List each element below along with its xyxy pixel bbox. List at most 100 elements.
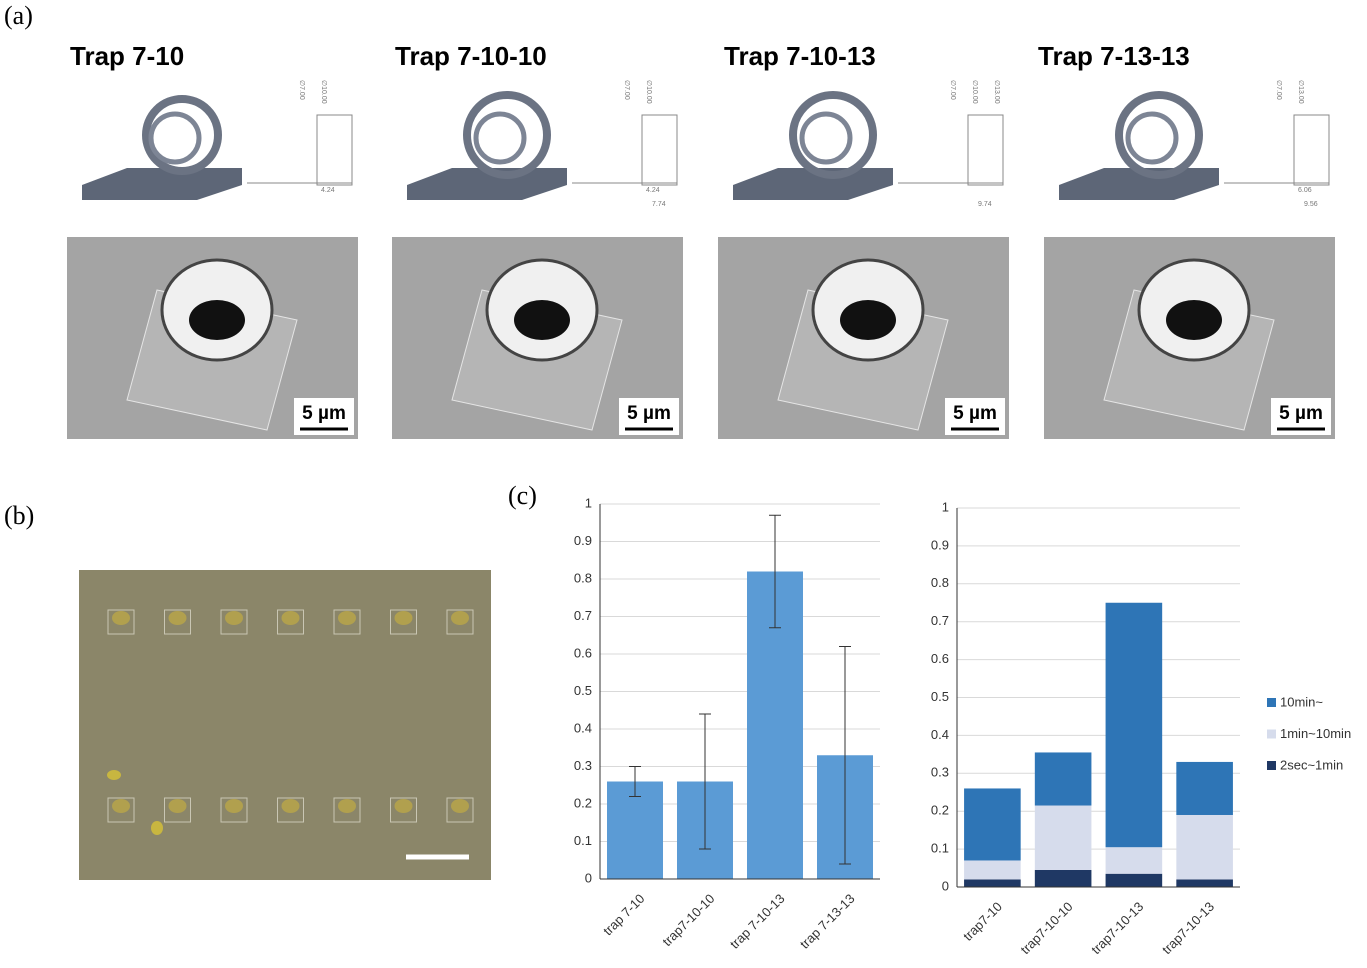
x-tick-label: trap 7-10 (600, 891, 647, 938)
dimension: 4.24 (646, 187, 660, 194)
y-tick-label: 0.7 (931, 613, 949, 628)
trap-outline (220, 609, 248, 635)
trap-outline (390, 797, 417, 823)
dimension: ∅7.00 (949, 80, 956, 100)
dimension: ∅7.00 (1275, 80, 1282, 100)
trap-outline (277, 797, 304, 823)
trap-outline (107, 609, 135, 635)
y-tick-label: 0.4 (931, 727, 949, 742)
y-tick-label: 0.1 (931, 841, 949, 856)
panel-label: (a) (4, 1, 33, 30)
y-tick-label: 0.5 (574, 683, 592, 698)
cad-ring (1115, 91, 1203, 179)
trap-array (107, 609, 474, 835)
trap-cell (394, 799, 413, 813)
y-tick-label: 0.3 (574, 758, 592, 773)
trap-cell (281, 611, 300, 625)
trap-cell (112, 611, 130, 625)
cad-ring (148, 111, 202, 165)
y-tick-label: 0.4 (574, 720, 592, 735)
y-tick-label: 0.8 (931, 575, 949, 590)
bar (607, 781, 663, 879)
trap-title: Trap 7-10-13 (724, 41, 876, 71)
scale-label: 5 µm (953, 403, 997, 424)
legend-label: 10min~ (1280, 694, 1323, 709)
trap-cell (451, 799, 469, 813)
x-tick-label: trap7-10-10 (659, 891, 717, 949)
bar-segment (1105, 873, 1163, 887)
x-tick-label: trap7-10 (960, 899, 1005, 944)
drawing (1293, 114, 1330, 186)
dimension: ∅7.00 (623, 80, 630, 100)
y-tick-label: 0.5 (931, 689, 949, 704)
trap-cell (281, 799, 300, 813)
trap-outline (164, 797, 191, 823)
x-tick-label: trap7-10-13 (1159, 899, 1217, 957)
trap-title: Trap 7-10-10 (395, 41, 547, 71)
cad-ring (1125, 111, 1179, 165)
trap-cell (338, 611, 356, 625)
bar-segment (1105, 602, 1163, 848)
trap-cell (168, 611, 187, 625)
drawing (641, 114, 678, 186)
sem-hole (840, 300, 896, 340)
trap-outline (446, 609, 474, 635)
cell (151, 821, 163, 835)
y-tick-label: 0.6 (574, 645, 592, 660)
x-tick-label: trap7-10-10 (1018, 899, 1076, 957)
cad-ring (789, 91, 877, 179)
legend-label: 2sec~1min (1280, 757, 1343, 772)
y-tick-label: 1 (585, 495, 592, 510)
trap-outline (164, 609, 191, 635)
bar-segment (1176, 814, 1233, 880)
y-tick-label: 0.8 (574, 570, 592, 585)
panel-label: (b) (4, 501, 34, 530)
dimension: ∅7.00 (298, 80, 305, 100)
dimension: 6.06 (1298, 187, 1312, 194)
trap-outline (390, 609, 417, 635)
y-tick-label: 0.2 (931, 803, 949, 818)
bar-segment (1034, 805, 1092, 870)
dimension: ∅10.00 (971, 80, 978, 104)
dimension: ∅10.00 (645, 80, 652, 104)
cad-ring (142, 95, 222, 175)
legend-swatch (1267, 729, 1276, 739)
trap-cell (168, 799, 187, 813)
y-tick-label: 0.1 (574, 833, 592, 848)
trap-cell (338, 799, 356, 813)
bar-segment (1176, 879, 1233, 887)
sem-hole (514, 300, 570, 340)
trap-title: Trap 7-13-13 (1038, 41, 1190, 71)
x-tick-label: trap 7-10-13 (727, 891, 788, 952)
scale-label: 5 µm (302, 403, 346, 424)
y-tick-label: 1 (942, 499, 949, 514)
bar-segment (1105, 847, 1163, 874)
panel-a: Trap 7-10 ∅7.00 ∅10.00 4.24 5 µm Trap 7-10-10… (67, 41, 1335, 439)
trap-outline (446, 797, 474, 823)
cad-ring (473, 111, 527, 165)
cell (107, 770, 121, 780)
y-tick-label: 0.6 (931, 651, 949, 666)
cad-ring (799, 111, 853, 165)
bar-segment (1176, 761, 1233, 815)
bar-segment (964, 879, 1021, 887)
scale-label: 5 µm (627, 403, 671, 424)
trap-cell (451, 611, 469, 625)
y-tick-label: 0 (585, 870, 592, 885)
bar-segment (964, 860, 1021, 880)
y-tick-label: 0.9 (931, 537, 949, 552)
legend-label: 1min~10min (1280, 726, 1351, 741)
bar-segment (1034, 869, 1092, 887)
y-tick-label: 0.7 (574, 608, 592, 623)
dimension: ∅10.00 (320, 80, 327, 104)
dimension: 9.74 (978, 201, 992, 208)
y-tick-label: 0.2 (574, 795, 592, 810)
drawing (967, 114, 1004, 186)
trap-cell (225, 611, 243, 625)
cad-base (407, 168, 567, 200)
dimension: 4.24 (321, 187, 335, 194)
trap-outline (333, 797, 361, 823)
cad-ring (463, 91, 551, 179)
legend-swatch (1267, 761, 1276, 770)
dimension: 7.74 (652, 201, 666, 208)
